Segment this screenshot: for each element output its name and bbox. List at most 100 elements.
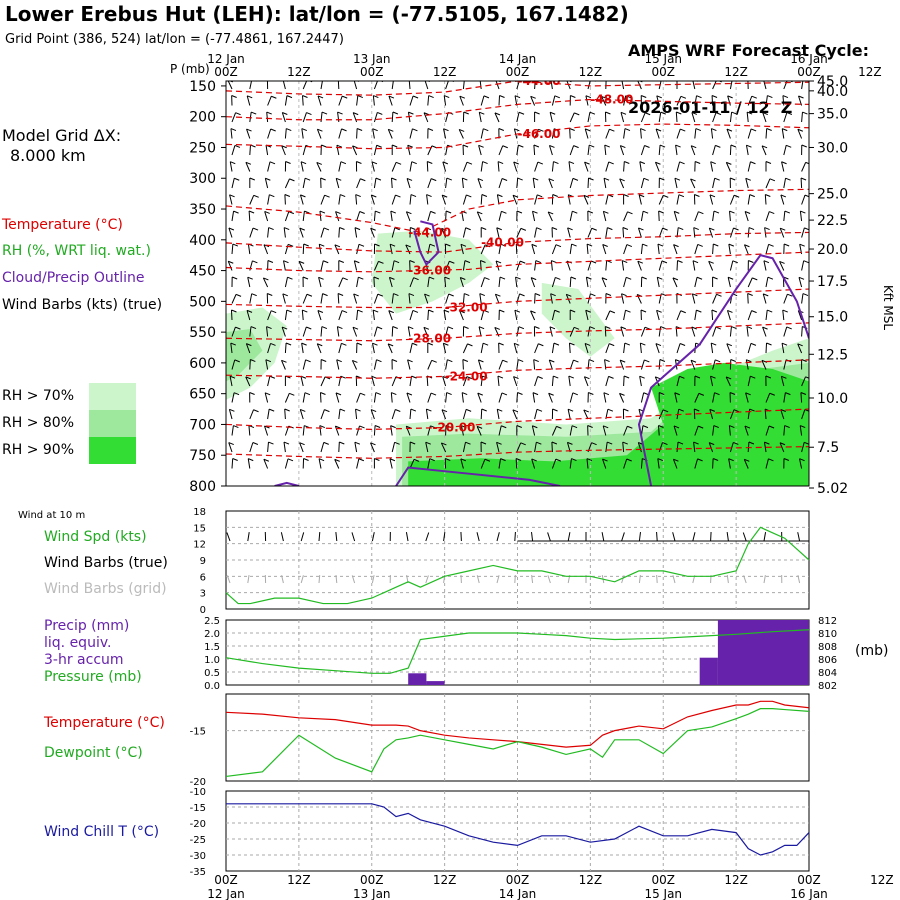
wind-barb	[762, 112, 767, 123]
wind-barb-flag	[302, 309, 308, 313]
wind-barb	[283, 260, 286, 271]
wind-barb	[231, 359, 236, 370]
wind-barb-flag	[625, 95, 631, 99]
wind-barb-flag	[746, 359, 752, 363]
wind-barb	[320, 260, 324, 271]
wind-barb-flag	[282, 112, 288, 115]
legend-dewpoint: Dewpoint (°C)	[44, 745, 143, 761]
wind-barb-flag	[269, 161, 276, 165]
wind-barb	[231, 392, 235, 403]
wind-barb-flag	[534, 111, 540, 115]
wind-barb	[712, 145, 716, 156]
wind-barb	[302, 211, 305, 222]
wind-barb-flag	[744, 425, 751, 429]
wind-barb	[513, 161, 518, 172]
wind-barb	[354, 227, 358, 238]
wind-barb-flag	[728, 243, 735, 247]
wind-barb	[388, 95, 393, 106]
wind-barb-flag	[783, 243, 790, 247]
wind-barb-flag	[228, 227, 235, 231]
wind-barb-flag	[335, 425, 341, 429]
wind-barb-flag	[324, 409, 330, 413]
wind-barb-flag	[228, 260, 234, 264]
wind-barb	[409, 343, 413, 354]
wind-barb-flag	[535, 260, 542, 264]
wind-barb-flag	[408, 326, 414, 330]
wind-barb	[427, 458, 431, 469]
surface-wind-barb	[672, 532, 676, 542]
surface-wind-barb	[425, 532, 430, 542]
wind-barb-flag	[555, 458, 562, 462]
wind-barb-flag	[323, 260, 329, 264]
wind-barb	[534, 442, 537, 453]
temperature-contour-label: -40.00	[481, 235, 524, 249]
wind-barb-flag	[483, 128, 489, 132]
wind-barb	[459, 277, 464, 288]
wind-barb	[356, 244, 360, 255]
wind-barb	[761, 360, 767, 370]
wind-barb-flag	[430, 425, 436, 429]
wind-barb	[658, 210, 660, 222]
wind-barb	[550, 260, 553, 271]
wind-barb-flag	[229, 408, 235, 412]
wind-barb-flag	[269, 375, 276, 379]
wind-barb	[744, 211, 749, 222]
wind-barb	[426, 161, 429, 172]
wind-barb	[427, 360, 433, 370]
wind-barb-flag	[514, 128, 520, 132]
wind-barb-flag	[678, 194, 685, 198]
wind-barb-flag	[639, 375, 645, 379]
wind-barb	[372, 343, 375, 354]
wind-barb	[284, 310, 288, 321]
wind-barb	[729, 195, 735, 205]
wind-barb-flag	[694, 375, 701, 379]
bottom-time-label: 00Z	[360, 873, 384, 887]
wind-barb-flag	[427, 342, 433, 346]
temperature-contour	[226, 123, 809, 150]
wind-barb	[231, 211, 235, 222]
wind-barb-flag	[674, 210, 680, 214]
wind-barb-flag	[253, 194, 259, 198]
wind-barb-flag	[445, 210, 452, 214]
wind-barb	[797, 310, 803, 321]
wind-barb-flag	[708, 442, 715, 446]
wind-barb-flag	[498, 128, 505, 131]
wind-barb	[743, 459, 749, 469]
wind-barb-flag	[569, 128, 575, 131]
wind-barb-flag	[266, 111, 272, 115]
wind-barb	[409, 310, 414, 321]
wind-barb-flag	[228, 442, 234, 446]
wind-barb	[728, 425, 731, 436]
wind-barb	[568, 376, 571, 387]
pressure-tick: 450	[189, 264, 216, 280]
temperature-contour	[226, 231, 809, 253]
wind-barb-flag	[229, 375, 236, 379]
wind-barb	[480, 310, 485, 321]
wind-barb-flag	[514, 342, 520, 346]
wind-barb	[440, 442, 447, 453]
wind-barb-flag	[587, 210, 594, 214]
wind-barb	[354, 442, 358, 453]
wind-barb	[621, 81, 625, 90]
wind-barb-flag	[459, 95, 466, 99]
bottom-date-label: 15 Jan	[644, 887, 682, 900]
wind-barb	[249, 359, 251, 370]
wind-barb	[728, 244, 731, 255]
wind-barb-flag	[317, 95, 324, 99]
surface-wind-barb-grid	[496, 575, 500, 584]
wind-barb-flag	[767, 95, 773, 99]
wind-barb-flag	[497, 161, 504, 165]
wind-barb-flag	[431, 178, 437, 182]
wind-barb	[338, 310, 343, 321]
wind-barb-flag	[231, 276, 238, 280]
wind-barb-flag	[532, 425, 538, 429]
wind-barb-flag	[799, 243, 805, 247]
temperature-contour	[226, 188, 809, 234]
wind-barb	[284, 178, 290, 189]
precip-bar	[717, 620, 809, 685]
wind-barb-flag	[353, 293, 359, 297]
wind-barb-flag	[320, 359, 327, 362]
wind-barb-flag	[548, 392, 554, 396]
wind-barb-flag	[622, 227, 629, 230]
precip-ytick: 2.0	[204, 629, 220, 640]
